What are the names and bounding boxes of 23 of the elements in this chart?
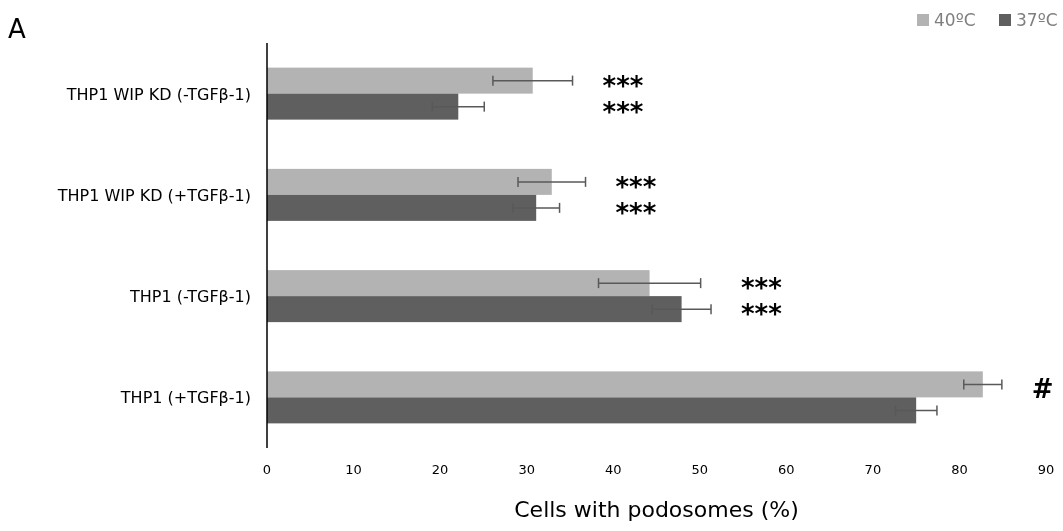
x-tick-label: 60 <box>778 462 795 477</box>
x-tick-label: 0 <box>262 462 272 477</box>
annotation: # <box>1031 374 1054 405</box>
legend-label: 40ºC <box>934 10 976 30</box>
x-tick-label: 70 <box>864 462 882 477</box>
text: A <box>8 14 26 44</box>
y-tick-label: THP1 (-TGFβ-1) <box>128 287 251 307</box>
x-tick-label: 10 <box>345 462 362 477</box>
x-axis-title: Cells with podosomes (%) <box>514 497 799 522</box>
y-tick-label: THP1 (+TGFβ-1) <box>119 388 251 408</box>
y-tick-label: THP1 WIP KD (+TGFβ-1) <box>56 185 251 205</box>
bar <box>267 371 983 398</box>
legend-label: 37ºC <box>1016 10 1058 30</box>
x-tick-label: 40 <box>604 462 622 477</box>
x-tick-label: 50 <box>691 462 709 477</box>
x-tick-label: 30 <box>518 462 535 477</box>
x-tick-label: 80 <box>951 462 968 477</box>
bar <box>267 270 650 297</box>
bar <box>267 168 552 195</box>
bar <box>267 67 533 94</box>
x-tick-label: 20 <box>431 462 449 477</box>
x-tick-label: 90 <box>1037 462 1055 477</box>
y-tick-label: THP1 WIP KD (-TGFβ-1) <box>65 84 251 104</box>
